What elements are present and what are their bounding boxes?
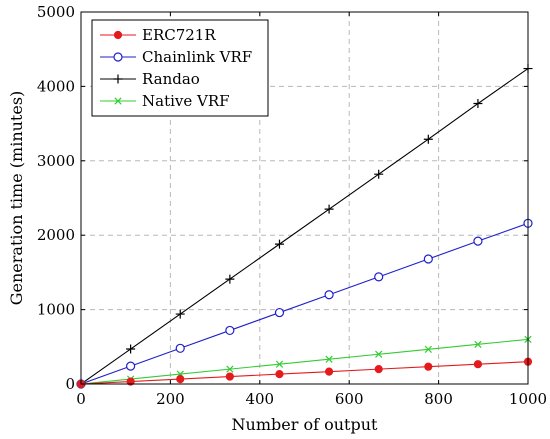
data-point: [473, 236, 483, 246]
data-point: [275, 370, 284, 379]
legend-marker: [114, 97, 122, 105]
series-erc721r: [76, 357, 533, 389]
data-point: [324, 290, 334, 300]
legend-marker: [113, 74, 123, 84]
data-point: [424, 345, 432, 353]
plot-area-frame: [80, 11, 529, 385]
y-tick-label: 1000: [37, 301, 75, 319]
data-point: [225, 372, 234, 381]
data-point: [423, 134, 433, 144]
x-tick-label: 600: [335, 390, 364, 408]
data-point: [325, 355, 333, 363]
data-point: [324, 204, 334, 214]
data-point: [225, 325, 235, 336]
x-axis-title: Number of output: [232, 415, 378, 434]
legend-label: Randao: [142, 70, 200, 88]
data-point: [374, 365, 383, 374]
series-native-vrf: [77, 335, 532, 388]
data-point: [374, 169, 384, 179]
y-tick-label: 4000: [37, 77, 75, 95]
data-point: [473, 360, 483, 369]
x-tick-label: 0: [76, 390, 86, 408]
series-line: [80, 222, 529, 385]
legend-label: ERC721R: [142, 26, 216, 44]
legend-label: Chainlink VRF: [142, 48, 252, 66]
data-point: [274, 239, 284, 249]
legend-item: Chainlink VRF: [100, 48, 252, 66]
grid-lines: [81, 12, 528, 384]
x-tick-label: 400: [245, 390, 274, 408]
y-tick-label: 2000: [37, 226, 75, 244]
series-line: [80, 68, 529, 385]
y-tick-label: 0: [65, 375, 75, 393]
data-point: [473, 99, 483, 109]
legend-item: Native VRF: [100, 92, 230, 110]
data-point: [126, 377, 135, 386]
legend-item: ERC721R: [100, 26, 216, 44]
series-line: [80, 361, 529, 385]
y-axis-title: Generation time (minutes): [7, 91, 26, 306]
data-point: [424, 362, 433, 371]
data-point: [324, 367, 334, 376]
legend-marker: [113, 52, 123, 62]
data-point: [375, 350, 383, 358]
series-line: [80, 338, 529, 385]
x-tick-label: 200: [156, 390, 185, 408]
data-point: [374, 272, 384, 282]
legend: ERC721R Chainlink VRF Randao Native VRF: [91, 19, 269, 117]
data-point: [176, 374, 185, 384]
legend-marker: [113, 30, 123, 40]
axis-ticks: 0 200 400 600 800 1000 0 1000 2000 3000 4000 5000: [37, 3, 547, 408]
data-point: [175, 343, 185, 353]
data-point: [474, 340, 482, 348]
legend-item: Randao: [100, 70, 200, 88]
data-point: [226, 365, 234, 373]
data-point: [423, 254, 433, 264]
series-chainlink-vrf: [76, 218, 533, 389]
x-tick-label: 800: [424, 390, 453, 408]
data-point: [275, 360, 284, 368]
x-tick-label: 1000: [509, 390, 547, 408]
data-point: [126, 361, 136, 371]
data-point: [126, 344, 136, 354]
y-tick-label: 5000: [37, 3, 75, 21]
data-point: [225, 274, 235, 284]
data-point: [175, 309, 185, 319]
data-point: [274, 307, 285, 318]
y-tick-label: 3000: [37, 152, 75, 170]
legend-label: Native VRF: [142, 92, 230, 110]
